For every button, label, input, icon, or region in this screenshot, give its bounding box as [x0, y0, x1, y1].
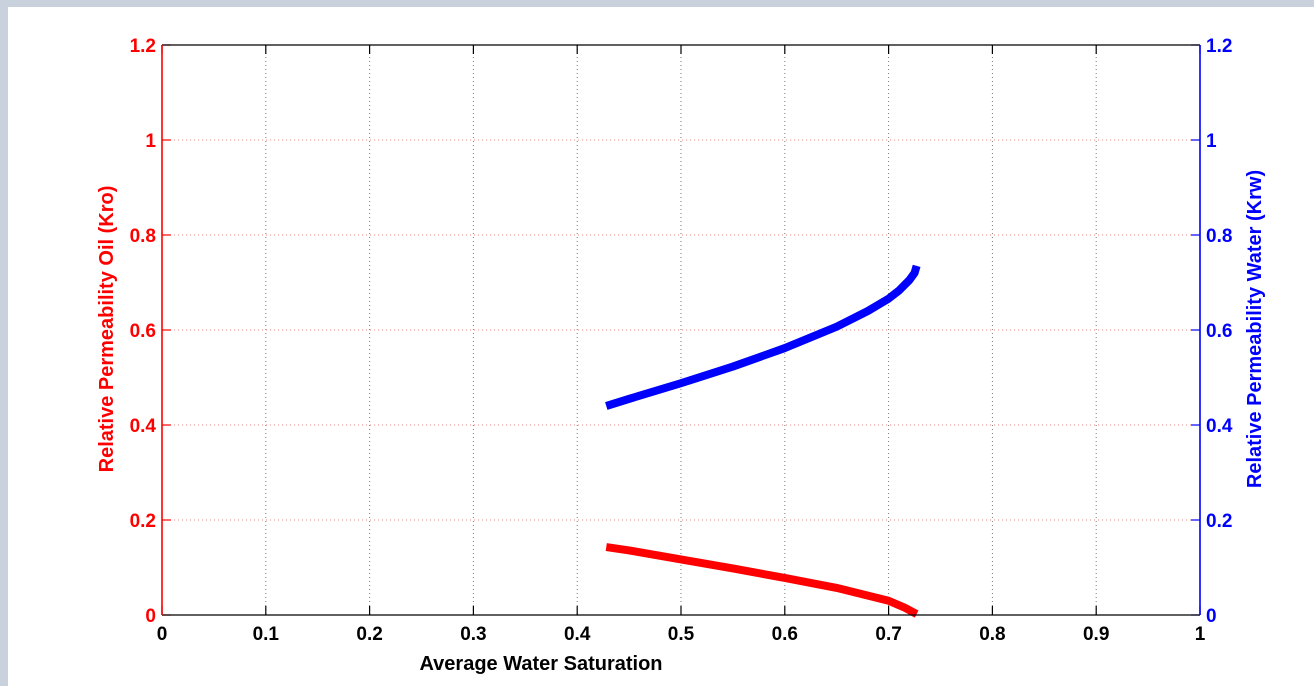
x-tick-label: 0.7	[875, 624, 901, 645]
x-tick-label: 0.8	[979, 624, 1005, 645]
y-left-tick-label: 0.6	[130, 321, 156, 342]
chart-frame: 0 0.1 0.2 0.3 0.4 0.5 0.6 0.7 0.8 0.9 1 0 0.2 0.4 0.6 0…	[8, 7, 1314, 686]
kro-series-line	[605, 543, 919, 618]
x-tick-label: 1	[1195, 624, 1206, 645]
y-left-tick-label: 0.8	[130, 226, 156, 247]
grid	[162, 45, 1200, 615]
tick-labels: 0 0.1 0.2 0.3 0.4 0.5 0.6 0.7 0.8 0.9 100.20.40.60…	[130, 36, 1233, 645]
x-tick-label: 0.5	[668, 624, 695, 645]
y-right-tick-label: 0.8	[1206, 226, 1232, 247]
x-tick-label: 0.9	[1083, 624, 1109, 645]
y-right-tick-label: 0	[1206, 606, 1217, 627]
krw-series-line	[605, 264, 921, 410]
y-axis-right-label: Relative Permeability Water (Krw)	[1244, 170, 1266, 488]
axes	[161, 44, 1201, 616]
x-axis-label: Average Water Saturation	[419, 653, 662, 675]
y-right-tick-label: 1	[1206, 131, 1217, 152]
x-tick-label: 0	[157, 624, 168, 645]
y-right-tick-label: 0.4	[1206, 416, 1233, 437]
x-tick-label: 0.1	[253, 624, 280, 645]
x-tick-label: 0.4	[564, 624, 591, 645]
y-right-tick-label: 1.2	[1206, 36, 1232, 57]
x-tick-label: 0.3	[460, 624, 486, 645]
y-left-tick-label: 0	[145, 606, 156, 627]
x-tick-label: 0.6	[772, 624, 798, 645]
x-tick-label: 0.2	[356, 624, 382, 645]
y-left-tick-label: 1	[145, 131, 156, 152]
y-axis-left-label: Relative Permeability Oil (Kro)	[96, 186, 118, 473]
y-left-tick-label: 0.4	[130, 416, 157, 437]
y-left-tick-label: 1.2	[130, 36, 156, 57]
y-right-tick-label: 0.6	[1206, 321, 1232, 342]
series-layer	[605, 264, 921, 618]
relative-permeability-chart: 0 0.1 0.2 0.3 0.4 0.5 0.6 0.7 0.8 0.9 100.20.40.60…	[96, 36, 1266, 675]
y-right-tick-label: 0.2	[1206, 511, 1232, 532]
y-left-tick-label: 0.2	[130, 511, 156, 532]
